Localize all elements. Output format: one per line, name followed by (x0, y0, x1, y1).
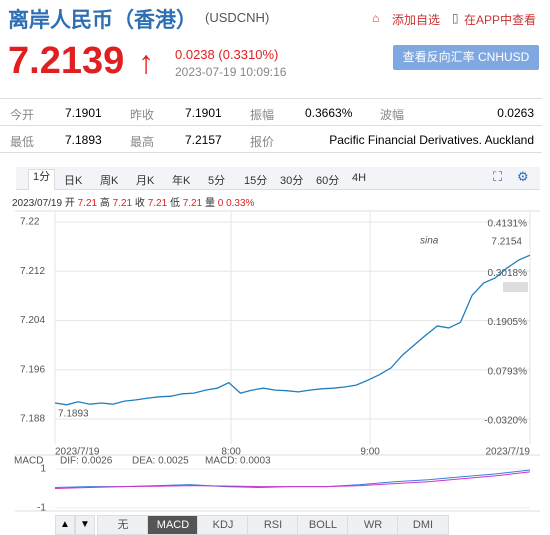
macd-label: DEA: 0.0025 (132, 456, 189, 467)
indicator-tab[interactable]: DMI (397, 515, 449, 535)
up-arrow: ↑ (138, 44, 154, 80)
settings-icon[interactable]: ⚙ (517, 169, 529, 184)
change-value: 0.0238 (175, 47, 215, 62)
stats: 今开 7.1901 昨收 7.1901 振幅 0.3663% 波幅 0.0263 最低 7.189… (0, 98, 542, 153)
info-item: 0.33% (226, 198, 255, 209)
price: 7.2139 (8, 40, 125, 82)
period-tab[interactable]: 15分 (244, 175, 268, 187)
info-item: 7.21 (147, 198, 168, 209)
stat-label: 昨收 (130, 108, 155, 122)
stat-label: 报价 (250, 135, 275, 149)
stat-value: 0.0263 (497, 106, 534, 120)
indicator-tab[interactable]: BOLL (297, 515, 349, 535)
indicator-tab[interactable]: RSI (247, 515, 299, 535)
title: 离岸人民币（香港） (8, 9, 197, 32)
time: 2023-07-19 10:09:16 (175, 65, 287, 79)
y-tick-label: 7.212 (20, 266, 45, 277)
y-tick-label: 7.196 (20, 364, 45, 375)
macd-label: MACD (14, 456, 43, 467)
macd-label: DIF: 0.0026 (60, 456, 113, 467)
fullscreen-icon[interactable]: ⛶ (493, 169, 503, 184)
period-tab[interactable]: 日K (64, 175, 83, 187)
indicator-tab[interactable]: KDJ (197, 515, 249, 535)
arrow-down[interactable]: ▼ (75, 515, 95, 535)
x-tick-label: 9:00 (360, 447, 380, 458)
period-tab[interactable]: 60分 (316, 175, 340, 187)
info-item: 2023/07/19 (12, 198, 63, 209)
x-tick-label: 2023/7/19 (486, 447, 531, 458)
period-tab[interactable]: 周K (100, 175, 119, 187)
reverse-rate-button[interactable]: 查看反向汇率 CNHUSD (393, 45, 539, 70)
stat-value: Pacific Financial Derivatives. Auckland (329, 133, 534, 147)
stat-value: 7.1901 (65, 106, 102, 120)
x-tick-label: 2023/7/19 (55, 447, 100, 458)
stat-label: 最低 (10, 135, 35, 149)
percent-label: 0.1905% (488, 317, 528, 328)
stat-value: 0.3663% (305, 106, 353, 120)
last-price-box (503, 282, 528, 292)
info-item: 7.21 (112, 198, 133, 209)
stat-value: 7.1893 (65, 133, 102, 147)
add-watch-icon[interactable]: ⌂ (372, 11, 380, 25)
change-percent: (0.3310%) (218, 47, 279, 62)
stat-label: 今开 (10, 108, 35, 122)
info-item: 0 (217, 198, 224, 209)
info-item: 高 (99, 198, 110, 209)
period-tab[interactable]: 30分 (280, 175, 304, 187)
indicator-tab[interactable]: MACD (147, 515, 199, 535)
period-tab[interactable]: 4H (352, 172, 367, 184)
low-label: 7.1893 (58, 409, 89, 420)
percent-label: 0.3018% (488, 268, 528, 279)
last-label: 7.2154 (491, 237, 522, 248)
stat-value: 7.2157 (185, 133, 222, 147)
period-tab[interactable]: 5分 (208, 175, 226, 187)
macd-line (54, 471, 531, 489)
code: (USDCNH) (205, 10, 270, 25)
period-tab[interactable]: 1分 (28, 169, 56, 190)
arrow-up[interactable]: ▲ (55, 515, 75, 535)
price-line (54, 254, 531, 406)
stat-label: 最高 (130, 135, 155, 149)
indicator-tab[interactable]: WR (347, 515, 399, 535)
info-line: 2023/07/19 开 7.21 高 7.21 收 7.21 低 7.21 量… (12, 194, 254, 209)
period-tab[interactable]: 年K (172, 175, 191, 187)
info-item: 收 (134, 198, 145, 209)
info-item: 低 (169, 198, 180, 209)
y-tick-label: 7.204 (20, 315, 45, 326)
percent-label: 0.4131% (488, 219, 528, 230)
info-item: 开 (64, 198, 75, 209)
info-item: 量 (204, 198, 215, 209)
x-tick-label: 8:00 (221, 447, 241, 458)
stat-label: 振幅 (250, 108, 275, 122)
indicator-tab[interactable]: 无 (97, 515, 149, 535)
stats-row: 今开 7.1901 昨收 7.1901 振幅 0.3663% 波幅 0.0263 (0, 99, 542, 126)
percent-label: 0.0793% (488, 366, 528, 377)
percent-label: -0.0320% (484, 416, 527, 427)
y-tick-label: 7.22 (20, 217, 40, 228)
info-item: 7.21 (77, 198, 98, 209)
add-watch[interactable]: 添加自选 (392, 13, 441, 27)
app-icon[interactable]: ▯ (452, 11, 459, 25)
macd-label: MACD: 0.0003 (205, 456, 271, 467)
macd-tick: -1 (37, 503, 46, 514)
info-item: 7.21 (182, 198, 203, 209)
period-tab[interactable]: 月K (136, 175, 155, 187)
period-tabs: 1分 日K 周K 月K 年K 5分 15分 30分 60分 4H (16, 167, 540, 190)
view-in-app[interactable]: 在APP中查看 (464, 13, 537, 27)
change: 0.0238 (0.3310%) (175, 47, 278, 62)
macd-tick: 1 (40, 464, 46, 475)
y-tick-label: 7.188 (20, 414, 45, 425)
stat-label: 波幅 (380, 108, 405, 122)
stats-row: 最低 7.1893 最高 7.2157 报价 Pacific Financial Deri… (0, 126, 542, 153)
stat-value: 7.1901 (185, 106, 222, 120)
watermark: sina (420, 236, 439, 247)
